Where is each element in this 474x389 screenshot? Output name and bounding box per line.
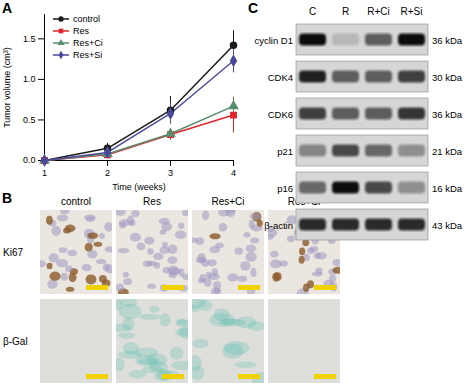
svg-text:Ki67: Ki67 [3, 247, 23, 258]
svg-text:R+Si: R+Si [401, 6, 423, 17]
svg-text:1: 1 [42, 168, 47, 178]
svg-text:0.5: 0.5 [23, 115, 36, 125]
svg-text:2: 2 [105, 168, 110, 178]
svg-text:21 kDa: 21 kDa [432, 146, 463, 157]
svg-text:R: R [342, 6, 349, 17]
svg-text:36 kDa: 36 kDa [432, 109, 463, 120]
svg-text:C: C [309, 6, 316, 17]
svg-text:0.0: 0.0 [23, 155, 36, 165]
svg-text:CDK4: CDK4 [268, 72, 293, 83]
svg-text:control: control [73, 14, 100, 24]
svg-text:Res+Si: Res+Si [73, 50, 102, 60]
svg-text:CDK6: CDK6 [268, 109, 293, 120]
svg-text:C: C [248, 0, 258, 16]
svg-text:p16: p16 [277, 183, 293, 194]
svg-text:1.5: 1.5 [23, 34, 36, 44]
svg-text:36 kDa: 36 kDa [432, 35, 463, 46]
svg-text:cyclin D1: cyclin D1 [254, 35, 293, 46]
svg-text:Res+Ci: Res+Ci [73, 38, 103, 48]
svg-text:16 kDa: 16 kDa [432, 183, 463, 194]
svg-text:1.0: 1.0 [23, 74, 36, 84]
svg-text:control: control [61, 196, 91, 207]
svg-text:β-actin: β-actin [264, 220, 293, 231]
svg-text:30 kDa: 30 kDa [432, 72, 463, 83]
svg-text:Res: Res [143, 196, 161, 207]
svg-text:β-Gal: β-Gal [3, 336, 28, 347]
svg-text:p21: p21 [277, 146, 293, 157]
svg-text:Tumor volume (cm³): Tumor volume (cm³) [2, 47, 12, 128]
svg-text:4: 4 [231, 168, 236, 178]
svg-text:B: B [2, 190, 12, 206]
svg-text:Time (weeks): Time (weeks) [112, 182, 166, 192]
html-text:A: A [2, 0, 13, 16]
svg-text:Res+Ci: Res+Ci [211, 196, 244, 207]
svg-text:R+Ci: R+Ci [367, 6, 390, 17]
svg-text:3: 3 [168, 168, 173, 178]
svg-text:Res: Res [73, 26, 90, 36]
svg-text:43 kDa: 43 kDa [432, 220, 463, 231]
